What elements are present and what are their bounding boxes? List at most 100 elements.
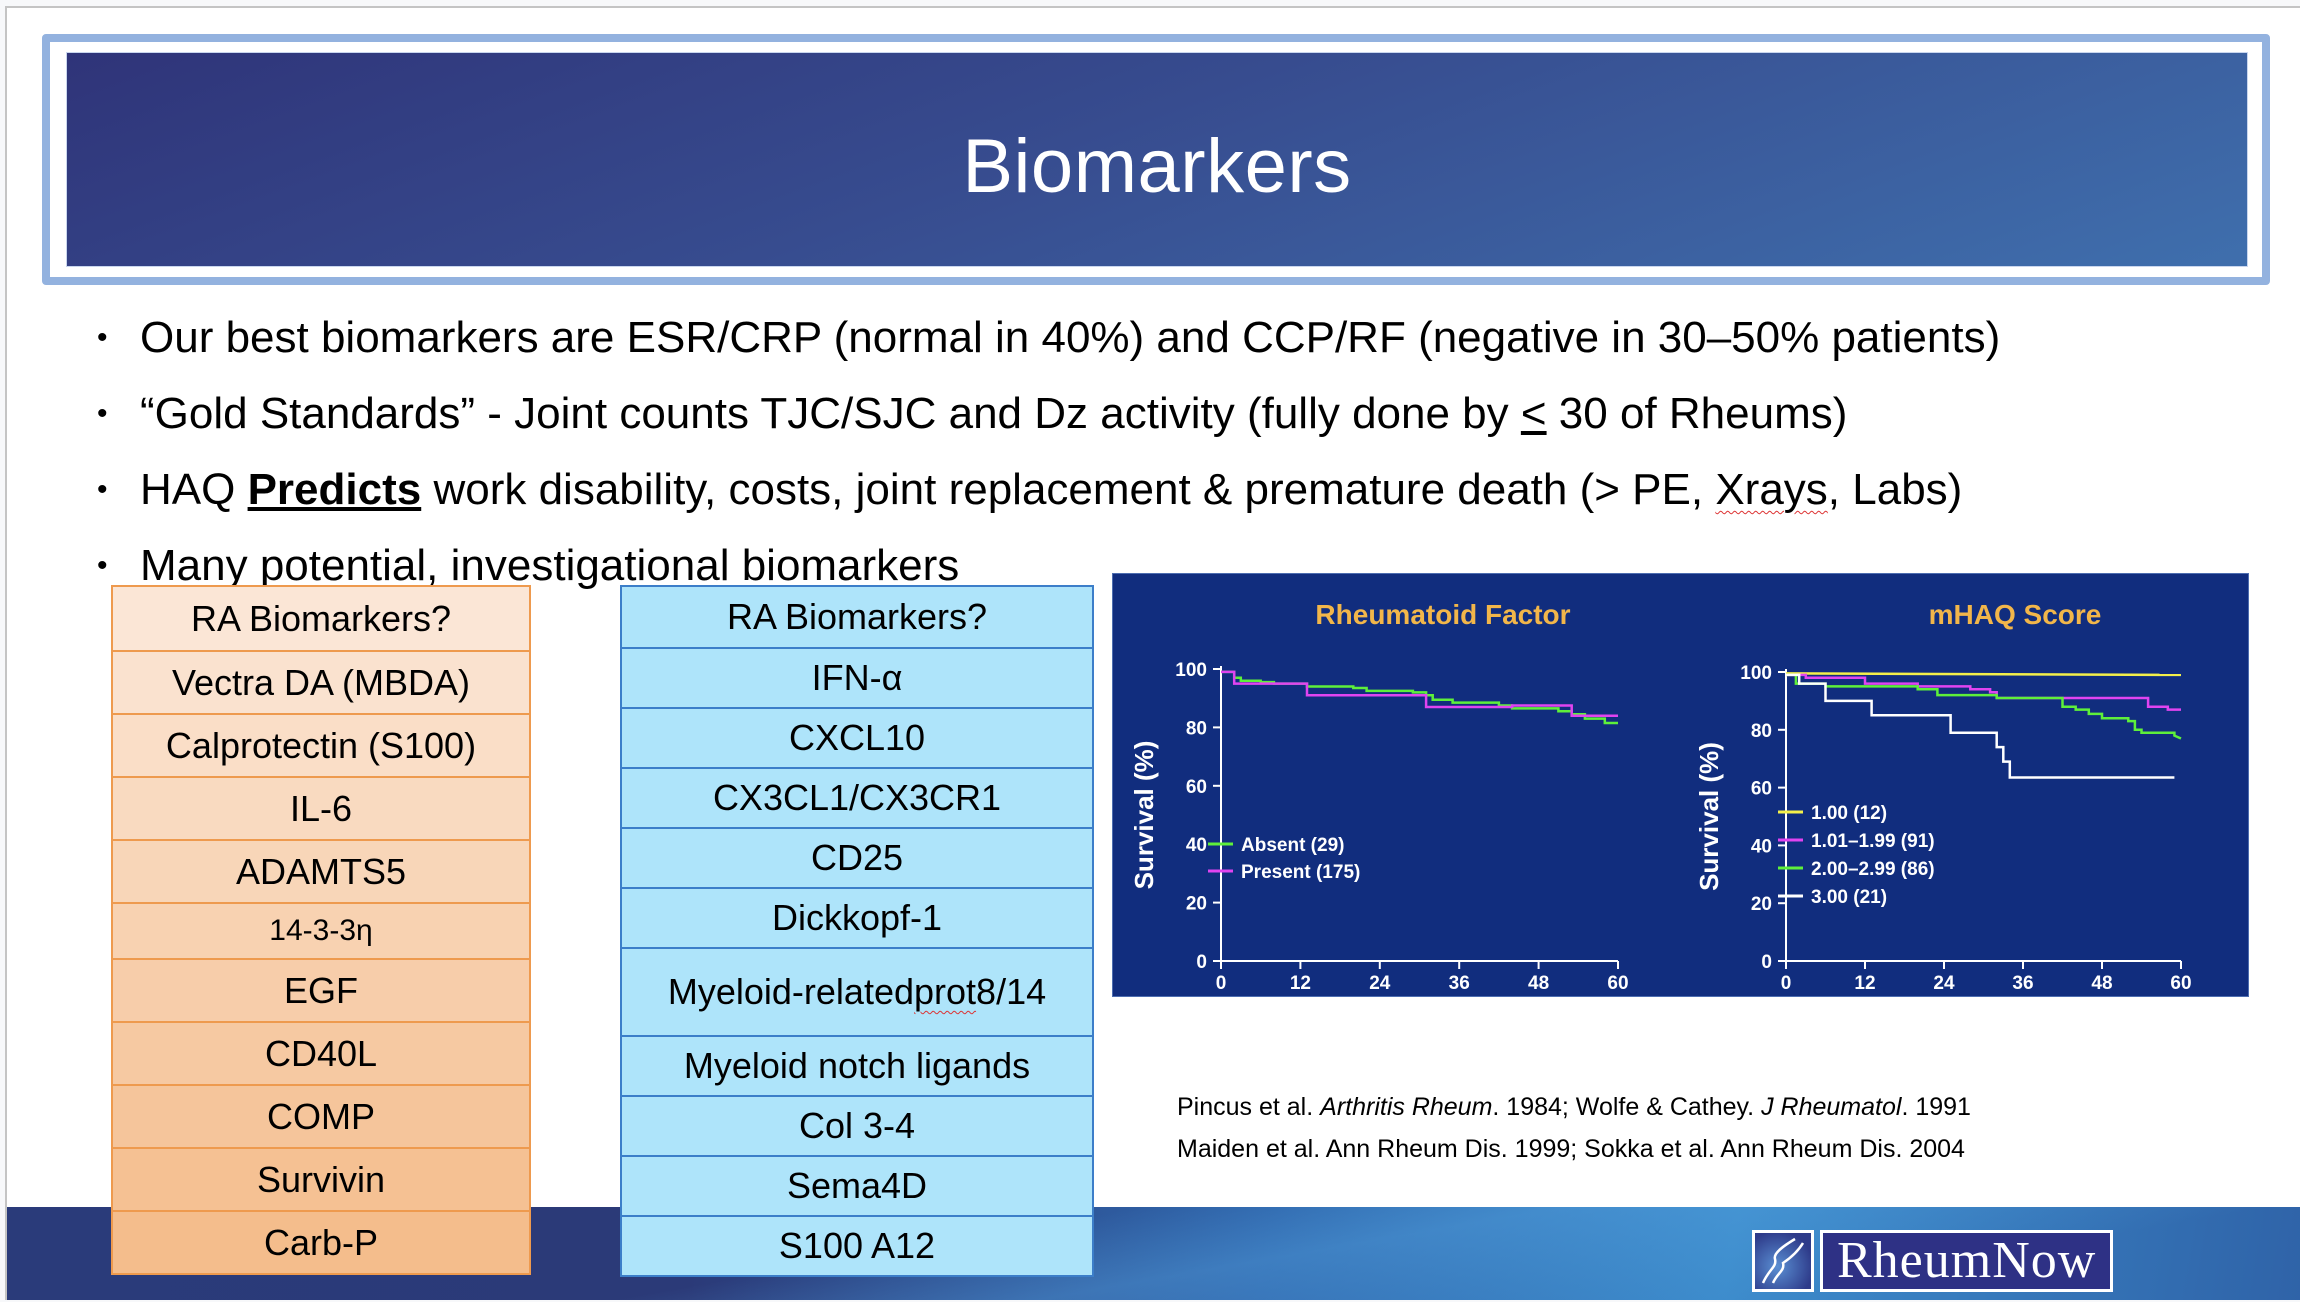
table-row: Sema4D (622, 1155, 1092, 1215)
bullet-list: • Our best biomarkers are ESR/CRP (norma… (97, 300, 2277, 604)
bullet-item: • “Gold Standards” - Joint counts TJC/SJ… (97, 376, 2277, 452)
citation-line-2: Maiden et al. Ann Rheum Dis. 1999; Sokka… (1177, 1135, 1965, 1163)
chart-title: Rheumatoid Factor (1315, 599, 1570, 630)
x-tick-label: 60 (1607, 973, 1628, 994)
table-row: CX3CL1/CX3CR1 (622, 767, 1092, 827)
table-header-cell: RA Biomarkers? (726, 596, 988, 637)
table-row: Vectra DA (MBDA) (113, 650, 529, 713)
citation-text: . 1991 (1901, 1093, 1971, 1121)
blue-biomarker-table: RA Biomarkers? IFN-α CXCL10 CX3CL1/CX3CR1 CD… (620, 585, 1094, 1277)
bullet-dot-icon: • (97, 397, 108, 430)
joint-figure-icon (1752, 1230, 1814, 1292)
table-row: EGF (113, 958, 529, 1021)
table-row: ADAMTS5 (113, 839, 529, 902)
bullet-dot-icon: • (97, 321, 108, 354)
bullet-text: “Gold Standards” - Joint counts TJC/SJC … (140, 389, 1521, 438)
citations: Pincus et al. Arthritis Rheum. 1984; Wol… (1177, 1086, 1971, 1170)
citation-text: . 1984; Wolfe & Cathey. (1492, 1093, 1762, 1121)
x-tick-label: 12 (1290, 973, 1311, 994)
legend-label: 1.01–1.99 (91) (1811, 831, 1935, 852)
bullet-item: • Our best biomarkers are ESR/CRP (norma… (97, 300, 2277, 376)
citation-text: Pincus et al. (1177, 1093, 1321, 1121)
y-tick-label: 40 (1186, 835, 1207, 856)
bullet-item: • Many potential, investigational biomar… (97, 528, 2277, 604)
x-tick-label: 0 (1216, 973, 1227, 994)
survival-curve (1785, 672, 2182, 677)
table-row: CD25 (622, 827, 1092, 887)
orange-biomarker-table: RA Biomarkers? Vectra DA (MBDA) Calprotect… (111, 585, 531, 1275)
y-axis-label: Survival (%) (1129, 741, 1159, 890)
survival-curve (1221, 670, 1618, 725)
bullet-dot-icon: • (97, 473, 108, 506)
y-tick-label: 0 (1761, 952, 1772, 973)
bullet-text: Many potential, investigational biomarke… (140, 541, 960, 590)
y-tick-label: 0 (1196, 952, 1207, 973)
x-tick-label: 12 (1854, 973, 1875, 994)
table-row: CD40L (113, 1021, 529, 1084)
x-tick-label: 48 (2091, 973, 2112, 994)
logo-wordmark: RheumNow (1820, 1230, 2114, 1292)
y-tick-label: 80 (1751, 721, 1772, 742)
citation-line-1: Pincus et al. Arthritis Rheum. 1984; Wol… (1177, 1086, 1971, 1128)
page-title: Biomarkers (962, 124, 1352, 209)
table-row: Dickkopf-1 (622, 887, 1092, 947)
y-tick-label: 100 (1175, 660, 1207, 681)
bullet-text: HAQ (140, 465, 248, 514)
table-row: Myeloid-related prot 8/14 (622, 947, 1092, 1035)
rheumatoid-factor-chart: Rheumatoid Factor 0 20 40 60 80 100 0 12 24 36 48 60… (1129, 599, 1629, 994)
table-row: Myeloid notch ligands (622, 1035, 1092, 1095)
table-row: Col 3-4 (622, 1095, 1092, 1155)
table-row: S100 A12 (622, 1215, 1092, 1275)
y-tick-label: 40 (1751, 836, 1772, 857)
survival-charts: Rheumatoid Factor 0 20 40 60 80 100 0 12 24 36 48 60… (1129, 599, 2192, 994)
chart-title: mHAQ Score (1929, 599, 2102, 630)
table-row: Carb-P (113, 1210, 529, 1273)
legend-label: 2.00–2.99 (86) (1811, 859, 1935, 880)
y-tick-label: 20 (1751, 894, 1772, 915)
title-banner-inner: Biomarkers (66, 52, 2248, 267)
table-row: Calprotectin (S100) (113, 713, 529, 776)
bullet-dot-icon: • (97, 549, 108, 582)
title-banner: Biomarkers (42, 34, 2270, 285)
survival-charts-panel: Rheumatoid Factor 0 20 40 60 80 100 0 12 24 36 48 60… (1112, 573, 2249, 997)
bold-underlined-predicts: Predicts (247, 465, 422, 514)
mhaq-score-chart: mHAQ Score 0 20 40 60 80 100 0 12 24 36 48 60 Surviva… (1694, 599, 2192, 994)
survival-curve (1786, 673, 2175, 779)
bullet-text: , Labs) (1827, 465, 1963, 514)
table-row: Survivin (113, 1147, 529, 1210)
y-tick-label: 100 (1740, 663, 1772, 684)
slide: Biomarkers • Our best biomarkers are ESR… (5, 6, 2300, 1300)
legend-label: 3.00 (21) (1811, 887, 1887, 908)
legend-label: 1.00 (12) (1811, 803, 1887, 824)
table-row: CXCL10 (622, 707, 1092, 767)
y-tick-label: 20 (1186, 894, 1207, 915)
survival-curve (1786, 673, 2181, 711)
x-tick-label: 60 (2170, 973, 2191, 994)
survival-curve (1221, 670, 1618, 717)
table-row: COMP (113, 1084, 529, 1147)
bullet-text: work disability, costs, joint replacemen… (421, 465, 1716, 514)
x-tick-label: 24 (1369, 973, 1391, 994)
y-tick-label: 60 (1186, 777, 1207, 798)
bullet-text: Our best biomarkers are ESR/CRP (normal … (140, 313, 2001, 362)
table-row: IFN-α (622, 647, 1092, 707)
x-tick-label: 24 (1933, 973, 1955, 994)
journal-name: J Rheumatol (1761, 1093, 1902, 1121)
x-tick-label: 36 (2012, 973, 2033, 994)
bullet-item: • HAQ Predicts work disability, costs, j… (97, 452, 2277, 528)
legend-label: Absent (29) (1241, 835, 1344, 856)
survival-curve (1786, 673, 2182, 740)
table-row: IL-6 (113, 776, 529, 839)
x-tick-label: 0 (1781, 973, 1792, 994)
bullet-text: 30 of Rheums) (1546, 389, 1848, 438)
table-row: 14-3-3η (113, 902, 529, 958)
rheumnow-logo: RheumNow (1752, 1230, 2114, 1292)
y-tick-label: 80 (1186, 718, 1207, 739)
spellcheck-flagged-word: Xrays (1715, 465, 1828, 514)
table-header-cell: RA Biomarkers? (113, 587, 529, 650)
journal-name: Arthritis Rheum (1320, 1093, 1493, 1121)
x-tick-label: 36 (1449, 973, 1470, 994)
x-tick-label: 48 (1528, 973, 1549, 994)
y-axis-label: Survival (%) (1694, 742, 1724, 891)
spellcheck-flagged-word: prot (914, 971, 977, 1012)
